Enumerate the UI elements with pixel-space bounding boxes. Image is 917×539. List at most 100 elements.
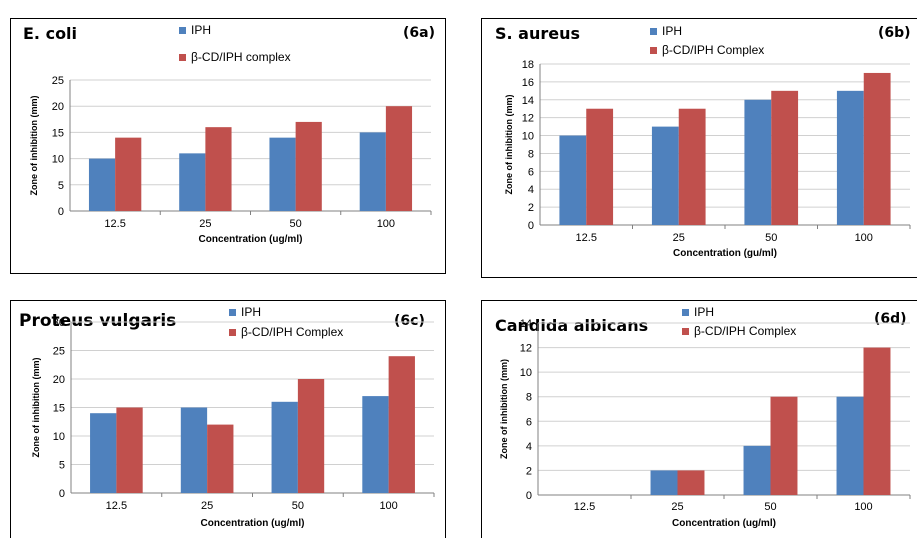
y-tick-label: 0 bbox=[58, 206, 64, 218]
y-tick-label: 4 bbox=[528, 184, 534, 196]
y-tick-label: 10 bbox=[520, 367, 532, 379]
x-tick-label: 50 bbox=[765, 232, 777, 244]
y-tick-label: 0 bbox=[59, 488, 65, 500]
y-tick-label: 18 bbox=[522, 59, 534, 71]
bar-iph bbox=[269, 137, 296, 211]
y-tick-label: 0 bbox=[526, 490, 532, 502]
y-tick-label: 20 bbox=[53, 374, 65, 386]
x-tick-label: 100 bbox=[379, 500, 397, 512]
bar-complex bbox=[297, 379, 325, 493]
bar-complex bbox=[678, 108, 706, 225]
chart-6a-svg: E. coli (6a) IPH β-CD/IPH complex 0 5 10 15 20 25… bbox=[23, 23, 435, 245]
y-tick-label: 15 bbox=[52, 127, 64, 139]
bar-complex bbox=[771, 90, 799, 225]
y-tick-label: 25 bbox=[53, 346, 65, 358]
bar-complex bbox=[116, 407, 143, 493]
legend-label: IPH bbox=[241, 305, 261, 319]
bar-complex bbox=[863, 72, 891, 225]
chart-6d-svg: Candida albicans (6d) IPH β-CD/IPH Complex 0… bbox=[495, 305, 911, 529]
chart-title: S. aureus bbox=[495, 24, 580, 43]
x-tick-label: 100 bbox=[854, 501, 872, 513]
legend-label: β-CD/IPH Complex bbox=[662, 43, 764, 57]
bar-iph bbox=[836, 396, 864, 495]
y-tick-label: 5 bbox=[59, 460, 65, 472]
bar-iph bbox=[744, 99, 772, 225]
bar-iph bbox=[362, 396, 389, 493]
figure-tag: (6d) bbox=[874, 311, 907, 327]
x-axis-title: Concentration (ug/ml) bbox=[201, 518, 305, 529]
y-axis-title: Zone of inhibition (mm) bbox=[499, 359, 509, 459]
legend-swatch bbox=[650, 28, 657, 35]
y-tick-label: 8 bbox=[526, 392, 532, 404]
chart-panel-6b: S. aureus (6b) IPH β-CD/IPH Complex 0 2 4 6 8 10 1… bbox=[481, 18, 917, 278]
legend-swatch bbox=[229, 329, 236, 336]
legend-label: IPH bbox=[694, 305, 714, 319]
legend-swatch bbox=[650, 47, 657, 54]
y-tick-label: 6 bbox=[526, 416, 532, 428]
y-tick-label: 4 bbox=[526, 441, 532, 453]
chart-title: Candida albicans bbox=[495, 316, 648, 335]
y-tick-label: 15 bbox=[53, 403, 65, 415]
bar-iph bbox=[650, 470, 678, 495]
legend-swatch bbox=[682, 309, 689, 316]
y-tick-label: 0 bbox=[528, 220, 534, 232]
bar-complex bbox=[205, 127, 232, 211]
legend-label: IPH bbox=[662, 24, 682, 38]
bar-complex bbox=[295, 121, 322, 211]
bar-complex bbox=[385, 106, 413, 211]
bar-complex bbox=[388, 356, 415, 493]
x-tick-label: 12.5 bbox=[576, 232, 597, 244]
bar-complex bbox=[677, 470, 705, 495]
bar-iph bbox=[271, 401, 298, 493]
legend-label: IPH bbox=[191, 23, 211, 37]
x-tick-label: 12.5 bbox=[106, 500, 127, 512]
legend-swatch bbox=[229, 309, 236, 316]
x-tick-label: 50 bbox=[292, 500, 304, 512]
y-tick-label: 16 bbox=[522, 77, 534, 89]
y-tick-label: 20 bbox=[52, 101, 64, 113]
y-tick-label: 14 bbox=[520, 318, 532, 330]
bar-complex bbox=[770, 396, 798, 495]
y-tick-label: 10 bbox=[52, 154, 64, 166]
x-tick-label: 100 bbox=[855, 232, 873, 244]
bar-iph bbox=[88, 158, 116, 211]
y-tick-label: 12 bbox=[520, 343, 532, 355]
x-axis-title: Concentration (ug/ml) bbox=[672, 518, 776, 529]
chart-title: Proteus vulgaris bbox=[19, 311, 176, 331]
y-tick-label: 14 bbox=[522, 95, 534, 107]
y-axis-title: Zone of inhibition (mm) bbox=[29, 96, 39, 196]
x-tick-label: 100 bbox=[377, 218, 395, 230]
y-tick-label: 5 bbox=[58, 180, 64, 192]
bar-complex bbox=[863, 347, 891, 495]
chart-6b-svg: S. aureus (6b) IPH β-CD/IPH Complex 0 2 4 6 8 10 1… bbox=[495, 24, 911, 259]
x-tick-label: 25 bbox=[199, 218, 211, 230]
legend-label: β-CD/IPH Complex bbox=[694, 324, 796, 338]
bar-complex bbox=[115, 137, 142, 211]
chart-panel-6d: Candida albicans (6d) IPH β-CD/IPH Complex 0… bbox=[481, 300, 917, 538]
figure-tag: (6a) bbox=[403, 25, 435, 41]
x-tick-label: 12.5 bbox=[574, 501, 595, 513]
y-tick-label: 6 bbox=[528, 166, 534, 178]
x-tick-label: 50 bbox=[764, 501, 776, 513]
x-axis-title: Concentration (gu/ml) bbox=[673, 248, 777, 259]
x-tick-label: 12.5 bbox=[104, 218, 125, 230]
y-axis-title: Zone of inhibition (mm) bbox=[31, 358, 41, 458]
chart-panel-6a: E. coli (6a) IPH β-CD/IPH complex 0 5 10 15 20 25… bbox=[10, 18, 446, 274]
y-tick-label: 10 bbox=[53, 431, 65, 443]
bar-iph bbox=[179, 153, 206, 211]
bar-iph bbox=[651, 126, 679, 225]
bar-iph bbox=[359, 132, 386, 211]
y-tick-label: 2 bbox=[528, 202, 534, 214]
chart-panel-6c: Proteus vulgaris (6c) IPH β-CD/IPH Complex 0… bbox=[10, 300, 446, 538]
bar-iph bbox=[90, 413, 117, 493]
legend-swatch bbox=[682, 328, 689, 335]
x-axis-title: Concentration (ug/ml) bbox=[199, 234, 303, 245]
y-tick-label: 12 bbox=[522, 113, 534, 125]
legend-label: β-CD/IPH complex bbox=[191, 50, 291, 64]
y-tick-label: 25 bbox=[52, 75, 64, 87]
y-tick-label: 8 bbox=[528, 148, 534, 160]
bar-complex bbox=[207, 424, 234, 493]
y-tick-label: 10 bbox=[522, 131, 534, 143]
x-tick-label: 25 bbox=[201, 500, 213, 512]
x-tick-label: 50 bbox=[290, 218, 302, 230]
